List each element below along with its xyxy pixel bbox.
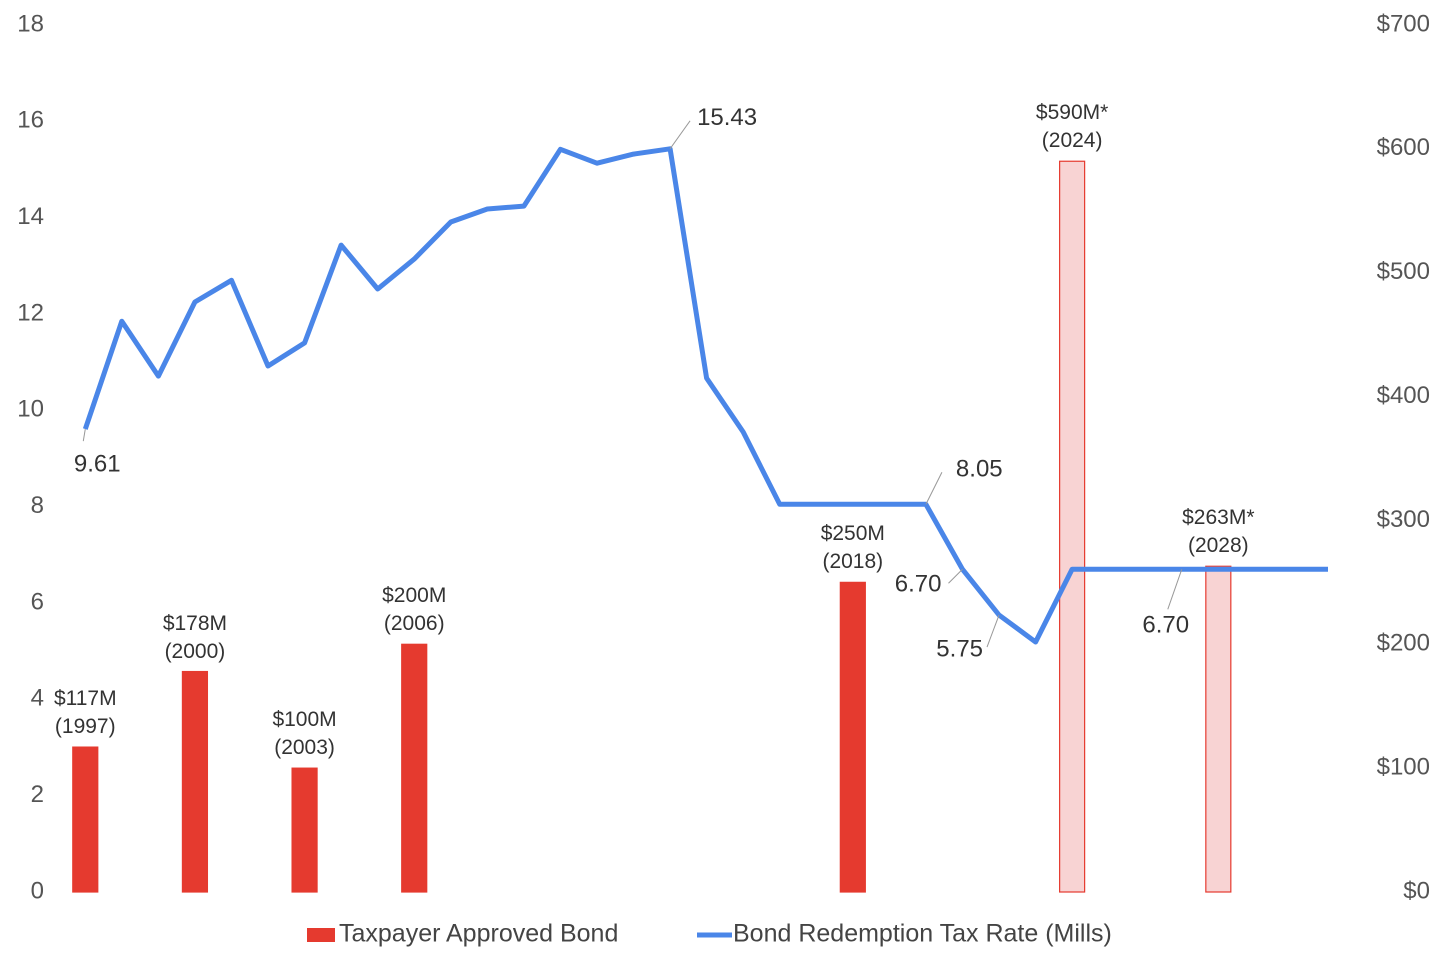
y2-tick-label: $200: [1377, 630, 1430, 657]
line-label: 6.70: [1142, 612, 1189, 639]
y-tick-label: 8: [31, 492, 44, 519]
leader-line: [669, 120, 691, 150]
bar: [181, 670, 209, 893]
line: [82, 146, 1328, 645]
line-label: 8.05: [956, 456, 1003, 483]
bar-label: $200M (2006): [382, 584, 447, 636]
y2-tick-label: $700: [1377, 10, 1430, 37]
line-label: 6.70: [895, 571, 942, 598]
y2-tick-label: $500: [1377, 258, 1430, 285]
bar-label: $117M (1997): [53, 687, 117, 739]
legend-label: Taxpayer Approved Bond: [339, 920, 618, 948]
line-label: 15.43: [697, 104, 757, 131]
leader-line: [925, 472, 943, 505]
y2-tick-label: $100: [1377, 753, 1430, 780]
line-label: 5.75: [936, 635, 983, 662]
legend-label: Bond Redemption Tax Rate (Mills): [733, 920, 1112, 948]
bar: [1059, 160, 1086, 893]
bar: [1205, 565, 1232, 893]
bar-label: $178M (2000): [162, 611, 228, 663]
bar-label: $263M* (2028): [1182, 506, 1255, 558]
y-tick-label: 4: [31, 685, 44, 712]
bar: [401, 643, 428, 893]
y-tick-label: 12: [17, 299, 44, 326]
y2-tick-label: $0: [1403, 877, 1430, 904]
y-tick-label: 2: [31, 781, 44, 808]
bar: [72, 746, 99, 893]
y2-tick-label: $400: [1377, 382, 1430, 409]
bar: [839, 581, 866, 893]
y-tick-label: 18: [17, 10, 44, 37]
leader-line: [986, 614, 1000, 648]
leader-line: [82, 429, 86, 442]
bar-label: $100M (2003): [272, 708, 337, 760]
y-tick-label: 10: [17, 396, 44, 423]
line-label: 9.61: [74, 450, 121, 477]
leader-line: [1167, 569, 1183, 610]
bar: [291, 767, 318, 893]
bar-label: $590M* (2024): [1035, 101, 1109, 153]
y-tick-label: 14: [17, 203, 44, 230]
y-tick-label: 6: [31, 588, 44, 615]
legend-swatch: [307, 928, 335, 942]
y2-tick-label: $300: [1377, 506, 1430, 533]
y-tick-label: 0: [31, 877, 44, 904]
y-tick-label: 16: [17, 107, 44, 134]
leader-line: [948, 568, 963, 584]
bar-label: $250M (2018): [820, 522, 885, 574]
y2-tick-label: $600: [1377, 134, 1430, 161]
